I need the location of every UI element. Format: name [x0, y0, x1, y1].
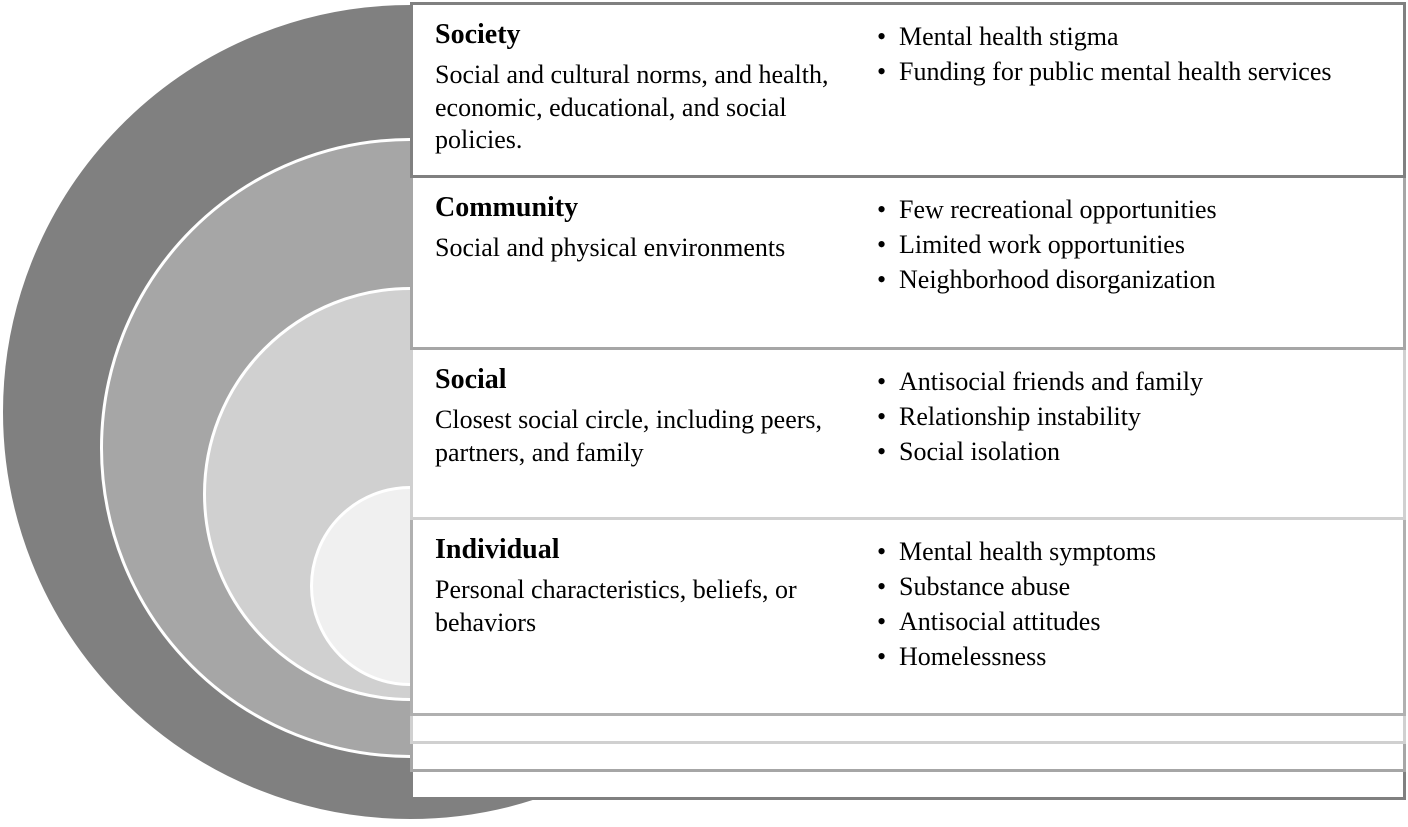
example-item: Antisocial attitudes — [875, 604, 1383, 639]
examples-social: Antisocial friends and familyRelationshi… — [875, 364, 1383, 469]
examples-society: Mental health stigmaFunding for public m… — [875, 19, 1383, 89]
desc-individual: Personal characteristics, beliefs, or be… — [435, 574, 855, 639]
title-individual: Individual — [435, 534, 855, 566]
title-society: Society — [435, 19, 855, 51]
example-item: Substance abuse — [875, 569, 1383, 604]
example-item: Mental health stigma — [875, 19, 1383, 54]
example-item: Mental health symptoms — [875, 534, 1383, 569]
example-item: Social isolation — [875, 434, 1383, 469]
row-individual: Individual Personal characteristics, bel… — [410, 520, 1406, 716]
desc-social: Closest social circle, including peers, … — [435, 404, 855, 469]
strip-community — [410, 744, 1406, 772]
examples-community: Few recreational opportunitiesLimited wo… — [875, 192, 1383, 297]
example-item: Antisocial friends and family — [875, 364, 1383, 399]
strip-society — [410, 772, 1406, 800]
example-item: Neighborhood disorganization — [875, 262, 1383, 297]
row-society: Society Social and cultural norms, and h… — [410, 2, 1406, 178]
example-item: Few recreational opportunities — [875, 192, 1383, 227]
title-community: Community — [435, 192, 855, 224]
example-item: Funding for public mental health service… — [875, 54, 1383, 89]
example-item: Limited work opportunities — [875, 227, 1383, 262]
row-social: Social Closest social circle, including … — [410, 350, 1406, 520]
desc-society: Social and cultural norms, and health, e… — [435, 59, 855, 157]
examples-individual: Mental health symptomsSubstance abuseAnt… — [875, 534, 1383, 674]
example-item: Homelessness — [875, 639, 1383, 674]
example-item: Relationship instability — [875, 399, 1383, 434]
title-social: Social — [435, 364, 855, 396]
desc-community: Social and physical environments — [435, 232, 855, 265]
levels-table: Society Social and cultural norms, and h… — [410, 2, 1406, 800]
row-community: Community Social and physical environmen… — [410, 178, 1406, 350]
ecological-model-diagram: Society Social and cultural norms, and h… — [0, 0, 1408, 827]
strip-social — [410, 716, 1406, 744]
